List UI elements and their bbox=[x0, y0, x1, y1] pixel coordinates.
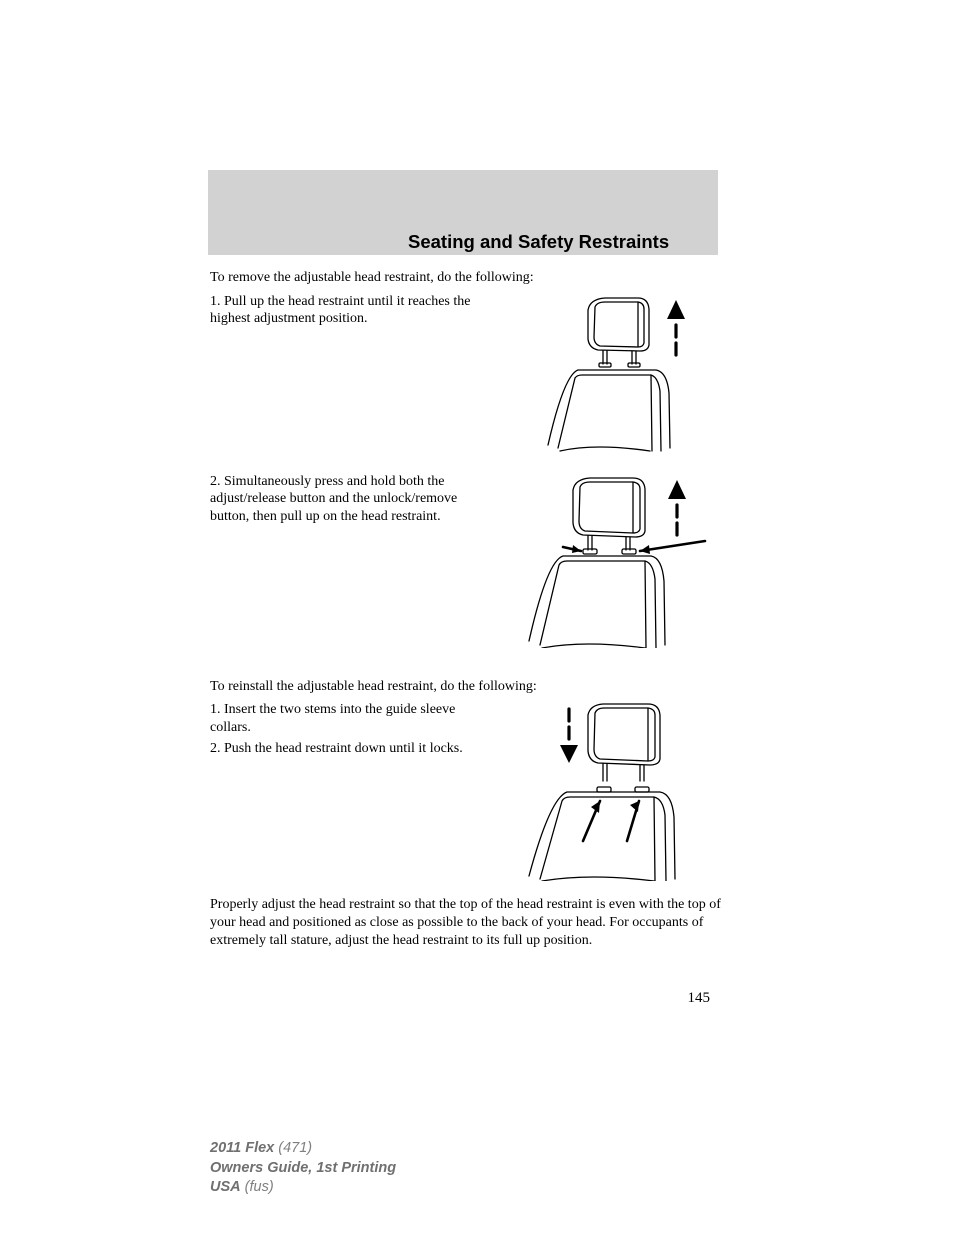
removal-step-2-block: 2. Simultaneously press and hold both th… bbox=[210, 473, 740, 658]
reinstall-step-1-text: 1. Insert the two stems into the guide s… bbox=[210, 701, 490, 736]
illustration-reinstall bbox=[515, 701, 710, 887]
reinstall-steps-block: 1. Insert the two stems into the guide s… bbox=[210, 701, 740, 886]
page-content: To remove the adjustable head restraint,… bbox=[210, 269, 740, 951]
reinstall-step-2-text: 2. Push the head restraint down until it… bbox=[210, 740, 490, 758]
footer-region: USA bbox=[210, 1179, 241, 1195]
footer-line-3: USA (fus) bbox=[210, 1178, 396, 1198]
footer-code: (471) bbox=[274, 1140, 312, 1156]
removal-step-2-text: 2. Simultaneously press and hold both th… bbox=[210, 473, 490, 526]
illustration-press-buttons bbox=[515, 473, 710, 654]
footer-line-2: Owners Guide, 1st Printing bbox=[210, 1159, 396, 1179]
page-number: 145 bbox=[688, 989, 711, 1008]
section-title: Seating and Safety Restraints bbox=[408, 231, 669, 253]
illustration-pull-up bbox=[530, 293, 710, 459]
footer-region-code: (fus) bbox=[241, 1179, 274, 1195]
reinstall-intro: To reinstall the adjustable head restrai… bbox=[210, 678, 740, 696]
removal-intro: To remove the adjustable head restraint,… bbox=[210, 269, 740, 287]
removal-step-1-block: 1. Pull up the head restraint until it r… bbox=[210, 293, 740, 453]
footer: 2011 Flex (471) Owners Guide, 1st Printi… bbox=[210, 1139, 396, 1198]
footer-model: 2011 Flex bbox=[210, 1140, 274, 1156]
adjustment-note: Properly adjust the head restraint so th… bbox=[210, 896, 740, 951]
removal-step-1-text: 1. Pull up the head restraint until it r… bbox=[210, 293, 490, 328]
footer-line-1: 2011 Flex (471) bbox=[210, 1139, 396, 1159]
